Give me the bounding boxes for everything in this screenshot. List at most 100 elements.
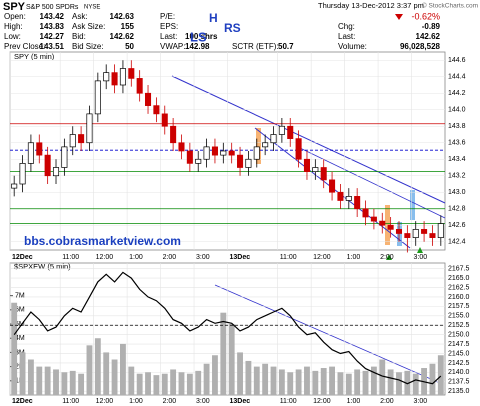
candle-body (345, 196, 352, 201)
quote-label: Bid: (72, 32, 86, 41)
y2-tick-label: 5M (15, 321, 25, 328)
candle-body (362, 208, 369, 218)
quote-value: 142.63 (110, 12, 135, 21)
candle-body (395, 229, 403, 234)
quote-value: 100 shrs (185, 32, 218, 41)
volume-bar (228, 324, 235, 395)
candle-body (195, 158, 202, 164)
candle-body (320, 167, 327, 181)
volume-bar (253, 366, 260, 395)
quote-label: Open: (4, 12, 26, 21)
x-tick-label: 2:00 (163, 254, 177, 261)
volume-bar (429, 363, 436, 395)
candle-body (220, 150, 227, 156)
candle-body (404, 233, 411, 238)
quote-label: High: (4, 22, 23, 31)
y-tick-label: 143.2 (448, 173, 466, 180)
candle-body (153, 105, 160, 115)
y-tick-label: 144.0 (448, 107, 466, 114)
quote-value: 155 (121, 22, 135, 31)
candle-body (237, 154, 244, 168)
volume-bar (379, 359, 386, 395)
candle-body (287, 125, 294, 139)
x-tick-label: 11:00 (62, 254, 79, 261)
volume-bar (36, 366, 43, 395)
volume-bar (304, 366, 310, 395)
quote-value: 143.83 (40, 22, 65, 31)
candle-body (11, 183, 18, 189)
volume-bar (354, 369, 361, 395)
x-tick-label: 12:00 (313, 254, 331, 261)
candle-body (128, 68, 135, 79)
volume-bar (237, 352, 243, 395)
y-tick-label: 2135.0 (448, 388, 470, 395)
y-tick-label: 2142.5 (448, 360, 470, 367)
candle-body (36, 142, 43, 156)
volume-bar (345, 373, 352, 395)
quote-label: Prev Close: (4, 42, 45, 51)
candle-body (203, 146, 210, 160)
quote-label: Last: (338, 32, 355, 41)
x-tick-label: 12Dec (12, 398, 33, 405)
candle-body (295, 138, 302, 160)
volume-bar (412, 373, 419, 395)
x-tick-label: 12Dec (12, 254, 33, 261)
candle-body (429, 233, 436, 238)
y-tick-label: 2165.0 (448, 275, 470, 282)
panel-title: SPY (5 min) (14, 52, 55, 61)
quote-value: 143.42 (40, 12, 65, 21)
y-tick-label: 144.4 (448, 74, 466, 81)
volume-bar (78, 373, 85, 395)
volume-bar (128, 366, 135, 395)
volume-bar (329, 366, 335, 395)
y2-tick-label: 4M (15, 335, 25, 342)
x-tick-label: 1:00 (129, 254, 143, 261)
candle-body (270, 134, 277, 144)
y-tick-label: 143.0 (448, 189, 466, 196)
volume-bar (312, 370, 319, 395)
highlight (256, 128, 261, 164)
candle-body (421, 229, 428, 234)
candle-body (170, 125, 177, 144)
x-tick-label: 12:00 (313, 398, 331, 405)
credit: © StockCharts.com (422, 2, 478, 10)
volume-bar (262, 363, 269, 395)
quote-value: 50.7 (278, 42, 294, 51)
volume-bar (337, 372, 344, 395)
x-tick-label: 2:00 (380, 254, 394, 261)
candle-body (245, 158, 252, 168)
annotation: bbs.cobrasmarketview.com (24, 234, 181, 248)
quote-label: Ask Size: (72, 22, 105, 31)
candle-body (78, 134, 85, 144)
volume-bar (94, 338, 101, 395)
volume-bar (178, 372, 185, 395)
quote-label: Low: (4, 32, 21, 41)
x-tick-label: 2:00 (380, 398, 394, 405)
x-tick-label: 1:00 (347, 254, 361, 261)
highlight (397, 222, 402, 246)
quote-label: Chg: (338, 22, 355, 31)
y-tick-label: 2152.5 (448, 322, 470, 329)
trend-line (299, 147, 446, 219)
panel-title: $SPXEW (5 min) (14, 262, 71, 271)
x-tick-label: 12:00 (96, 398, 114, 405)
volume-bar (136, 373, 143, 395)
volume-bar (278, 369, 285, 395)
x-tick-label: 13Dec (230, 398, 251, 405)
candle-body (111, 72, 118, 86)
volume-bar (186, 373, 193, 395)
volume-bar (437, 355, 444, 395)
volume-bar (404, 370, 411, 395)
y-tick-label: 2150.0 (448, 332, 470, 339)
quote-value: -0.89 (422, 22, 441, 31)
volume-bar (53, 369, 59, 395)
y-tick-label: 2160.0 (448, 294, 470, 301)
volume-bar (111, 359, 118, 395)
candle-body (69, 134, 76, 148)
candle-body (94, 80, 101, 115)
x-tick-label: 3:00 (196, 254, 210, 261)
volume-bar (320, 368, 327, 395)
y2-tick-label: 7M (15, 292, 25, 299)
candle-body (136, 78, 143, 94)
